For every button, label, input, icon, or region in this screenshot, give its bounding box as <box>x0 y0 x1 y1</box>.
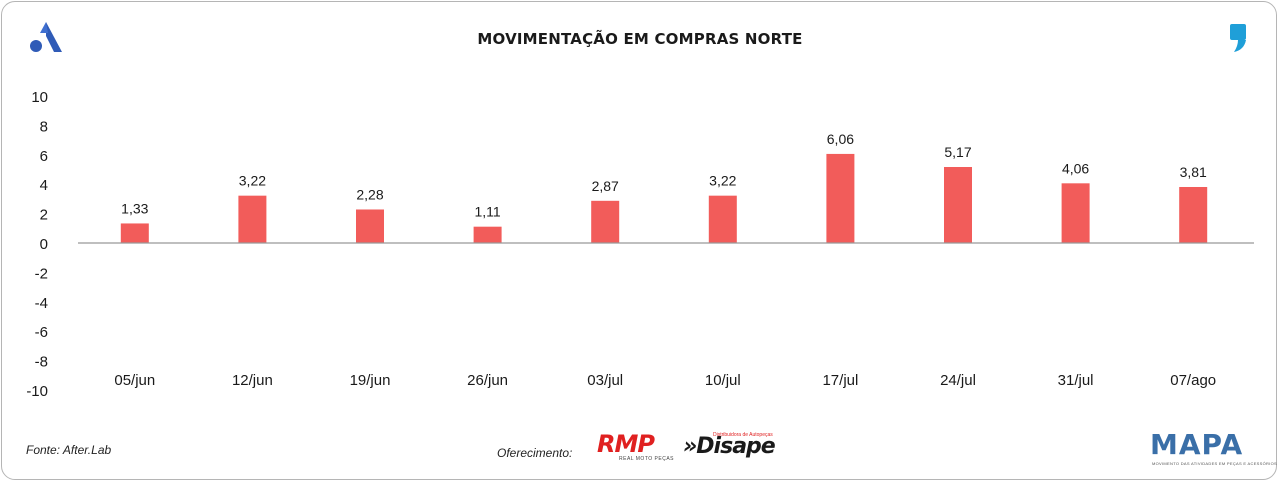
bar <box>1179 186 1208 243</box>
x-tick-label: 05/jun <box>114 372 155 389</box>
x-tick-label: 17/jul <box>822 372 858 389</box>
bar <box>1061 183 1090 243</box>
source-note: Fonte: After.Lab <box>26 443 112 457</box>
data-label: 3,22 <box>709 173 736 189</box>
bar <box>238 195 267 243</box>
x-tick-label: 24/jul <box>940 372 976 389</box>
y-tick-label: 2 <box>40 207 48 224</box>
data-label: 3,81 <box>1180 164 1207 180</box>
data-label: 3,22 <box>239 173 266 189</box>
rmp-logo-tagline: REAL MOTO PEÇAS <box>619 456 675 462</box>
bar <box>708 195 737 243</box>
y-tick-label: -6 <box>35 324 48 341</box>
x-tick-label: 26/jun <box>467 372 508 389</box>
x-tick-label: 10/jul <box>705 372 741 389</box>
bar <box>826 153 855 243</box>
x-tick-label: 03/jul <box>587 372 623 389</box>
y-tick-label: 8 <box>40 118 48 135</box>
data-label: 1,11 <box>474 204 500 220</box>
data-label: 6,06 <box>827 131 854 147</box>
bar <box>591 200 620 243</box>
data-label: 5,17 <box>944 144 971 160</box>
mapa-logo: MAPA MOVIMENTO DAS ATIVIDADES EM PEÇAS E… <box>1150 428 1277 468</box>
y-tick-label: 6 <box>40 148 48 165</box>
x-tick-label: 19/jun <box>350 372 391 389</box>
disape-logo-tagline: Distribuidora de Autopeças <box>713 432 773 438</box>
quote-mark-logo-icon <box>1230 24 1246 52</box>
rmp-logo: RMP REAL MOTO PEÇAS <box>597 430 675 464</box>
bar <box>356 209 384 243</box>
x-tick-label: 31/jul <box>1058 372 1094 389</box>
y-tick-label: 10 <box>31 89 48 106</box>
mapa-logo-text: MAPA <box>1150 428 1244 461</box>
y-tick-label: -10 <box>26 383 48 400</box>
y-tick-label: 0 <box>40 236 48 253</box>
chart-title: MOVIMENTAÇÃO EM COMPRAS NORTE <box>477 30 803 48</box>
bar <box>473 226 502 243</box>
data-label: 2,28 <box>356 186 383 202</box>
x-tick-label: 12/jun <box>232 372 273 389</box>
sponsor-label: Oferecimento: <box>497 446 573 460</box>
y-tick-label: -4 <box>35 295 48 312</box>
mapa-logo-tagline: MOVIMENTO DAS ATIVIDADES EM PEÇAS E ACES… <box>1152 461 1278 466</box>
bar <box>944 167 972 243</box>
data-label: 2,87 <box>592 178 619 194</box>
y-tick-label: -8 <box>35 354 48 371</box>
disape-logo: Distribuidora de Autopeças »Disape <box>683 430 783 464</box>
y-tick-label: 4 <box>40 177 48 194</box>
bar <box>120 223 149 243</box>
data-label: 1,33 <box>121 200 148 216</box>
rmp-logo-text: RMP <box>597 430 655 458</box>
x-tick-label: 07/ago <box>1170 372 1216 389</box>
data-label: 4,06 <box>1062 160 1089 176</box>
disape-logo-text: »Disape <box>683 434 776 459</box>
stylized-a-logo-icon <box>30 22 62 52</box>
y-tick-label: -2 <box>35 265 48 282</box>
